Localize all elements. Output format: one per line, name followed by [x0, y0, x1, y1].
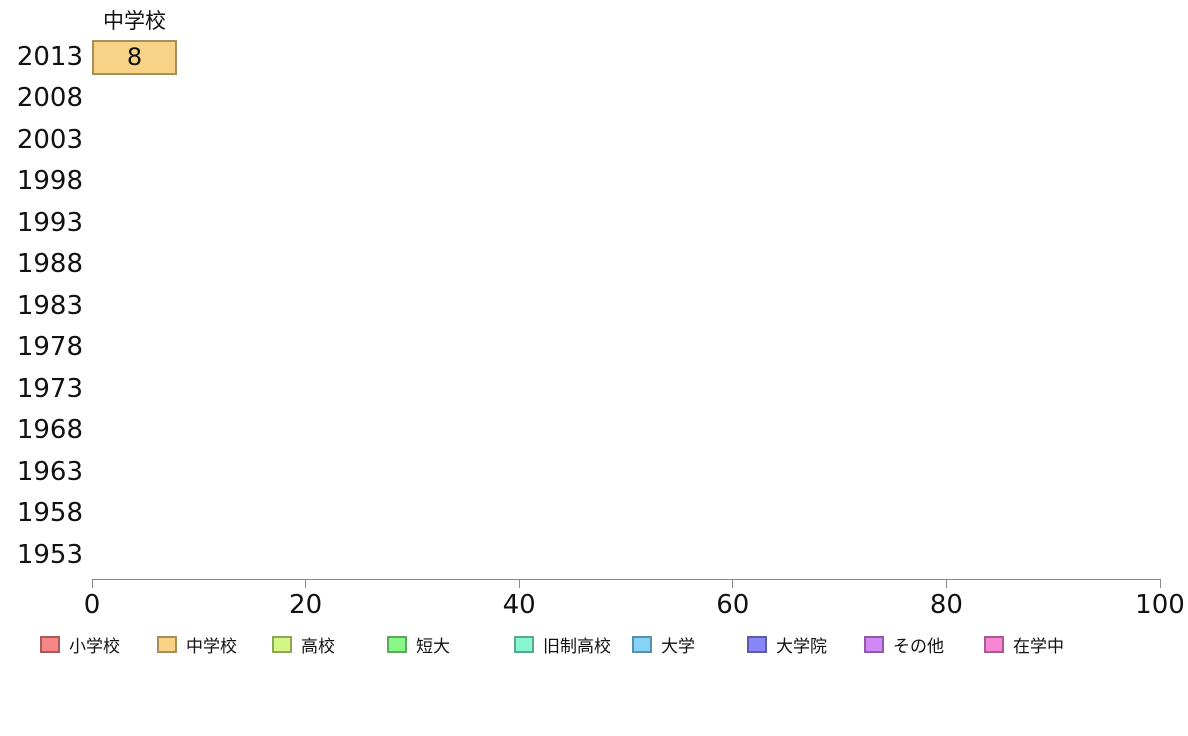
legend-swatch — [272, 636, 292, 653]
legend-label: 短大 — [416, 637, 450, 657]
bar-series-title: 中学校 — [103, 9, 166, 33]
legend-label: 中学校 — [186, 637, 237, 657]
y-axis-label: 1978 — [16, 332, 83, 363]
legend-item[interactable]: 高校 — [272, 632, 335, 657]
legend-swatch — [864, 636, 884, 653]
legend-item[interactable]: 旧制高校 — [514, 632, 611, 657]
y-axis-label: 1983 — [16, 290, 83, 321]
y-axis-label: 1998 — [16, 166, 83, 197]
legend-swatch — [514, 636, 534, 653]
legend-item[interactable]: 短大 — [387, 632, 450, 657]
legend-swatch — [747, 636, 767, 653]
legend-item[interactable]: 在学中 — [984, 632, 1064, 657]
legend-label: 小学校 — [69, 637, 120, 657]
legend-swatch — [157, 636, 177, 653]
x-axis-tick — [1159, 579, 1161, 588]
x-axis-tick — [732, 579, 734, 588]
y-axis-label: 1953 — [16, 539, 83, 570]
legend-swatch — [632, 636, 652, 653]
y-axis-label: 1963 — [16, 456, 83, 487]
legend-item[interactable]: 大学院 — [747, 632, 827, 657]
legend-swatch — [40, 636, 60, 653]
legend-swatch — [387, 636, 407, 653]
legend-item[interactable]: 大学 — [632, 632, 695, 657]
legend-item[interactable]: 小学校 — [40, 632, 120, 657]
legend-swatch — [984, 636, 1004, 653]
legend-label: 旧制高校 — [543, 637, 611, 657]
y-axis-label: 2013 — [16, 42, 83, 72]
y-axis-label: 1993 — [16, 207, 83, 238]
x-axis-tick-label: 80 — [929, 590, 963, 620]
x-axis-tick-label: 20 — [289, 590, 323, 620]
x-axis-tick — [945, 579, 947, 588]
legend-item[interactable]: その他 — [864, 632, 944, 657]
y-axis-label: 1988 — [16, 249, 83, 280]
x-axis-tick — [518, 579, 520, 588]
y-axis-label: 1973 — [16, 373, 83, 404]
x-axis-tick-label: 0 — [83, 590, 101, 620]
x-axis-tick-label: 60 — [716, 590, 750, 620]
legend-label: 高校 — [301, 637, 335, 657]
bar-value-label: 8 — [126, 42, 143, 71]
x-axis-tick — [305, 579, 307, 588]
x-axis-line — [92, 579, 1160, 580]
x-axis-tick-label: 40 — [502, 590, 536, 620]
y-axis-label: 1958 — [16, 498, 83, 529]
y-axis-label: 2003 — [16, 124, 83, 155]
y-axis-label: 1968 — [16, 415, 83, 446]
x-axis-tick — [91, 579, 93, 588]
legend-label: 大学 — [661, 637, 695, 657]
x-axis-tick-label: 100 — [1135, 590, 1185, 620]
legend-label: 大学院 — [776, 637, 827, 657]
y-axis-label: 2008 — [16, 83, 83, 114]
bar-中学校: 8 — [92, 39, 177, 75]
legend-item[interactable]: 中学校 — [157, 632, 237, 657]
legend-label: 在学中 — [1013, 637, 1064, 657]
legend-label: その他 — [893, 637, 944, 657]
